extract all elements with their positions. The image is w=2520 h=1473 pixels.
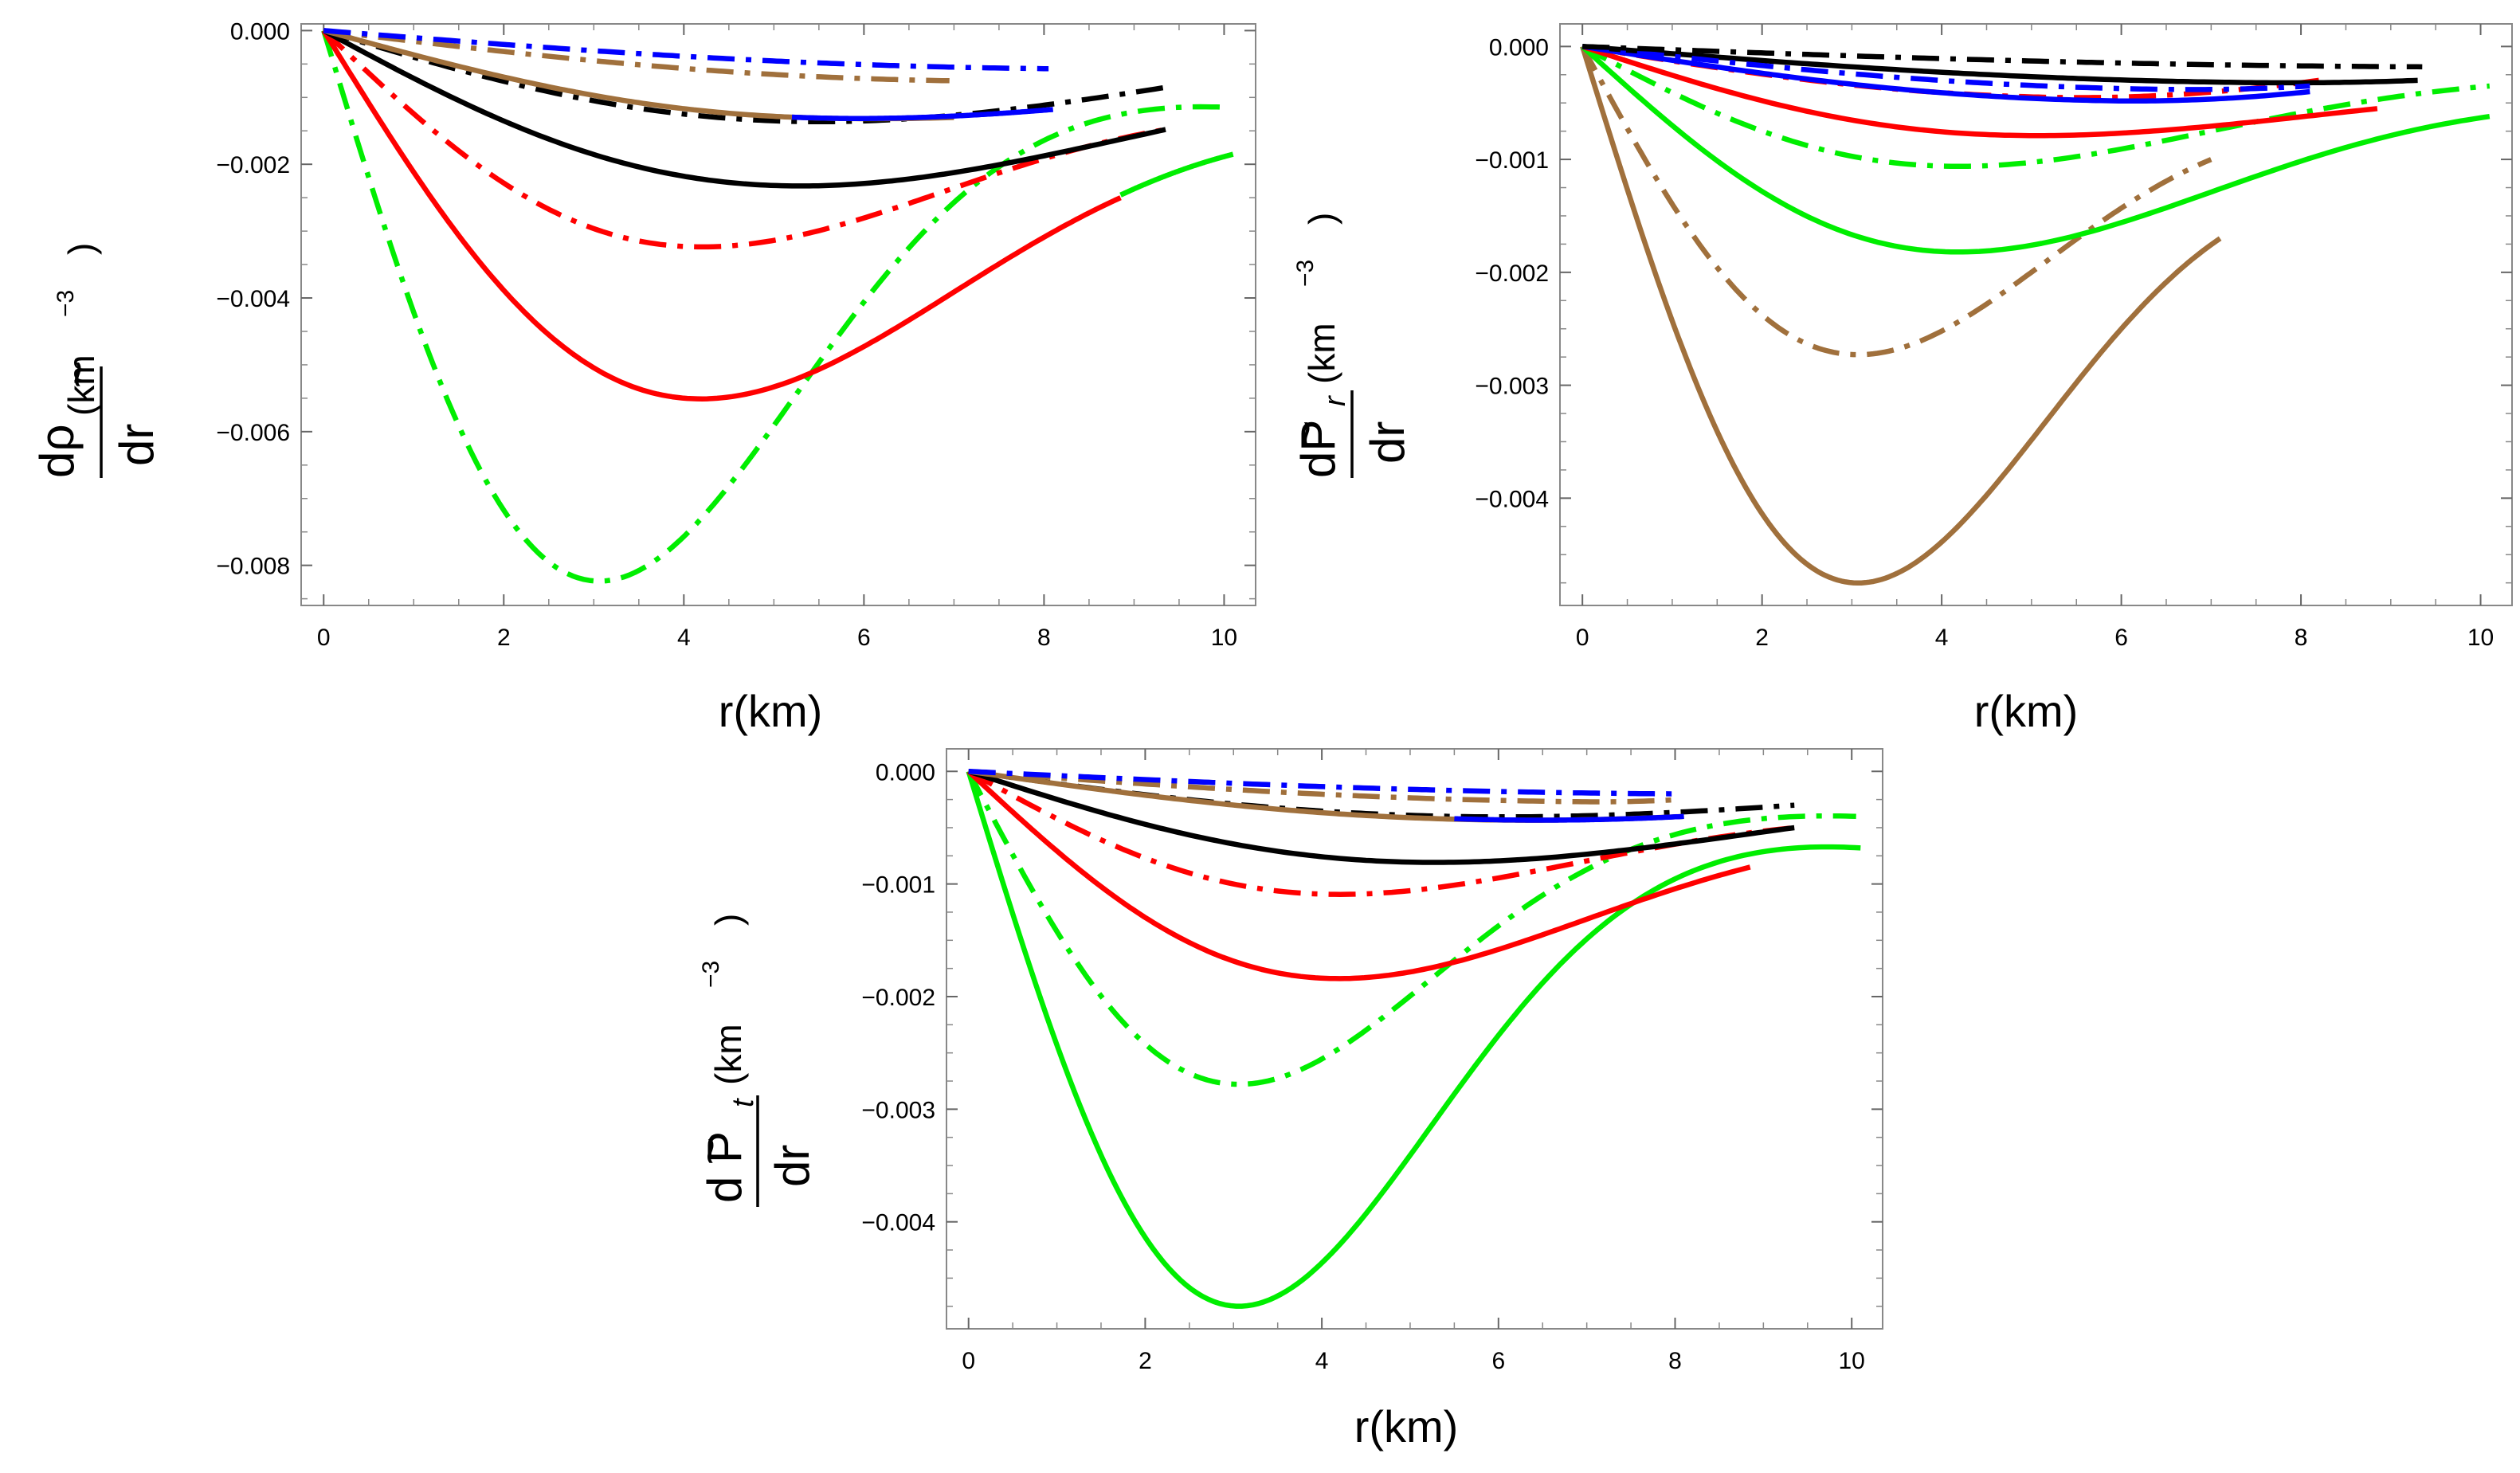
x-tick-label: 0 — [317, 625, 331, 651]
x-tick-label: 4 — [1935, 625, 1949, 651]
series-red-solid — [1581, 44, 2378, 139]
series-blue-solid — [1581, 44, 2310, 104]
panel-2-x-label: r(km) — [1974, 686, 2079, 736]
panel-2-ylabel-denominator: dr — [1361, 421, 1414, 464]
x-tick-label: 4 — [1315, 1348, 1329, 1374]
panel-1-ylabel-close: ) — [61, 243, 102, 255]
series-green-dashdot — [966, 770, 1856, 1087]
series-green-solid — [1581, 44, 2491, 255]
series-blue-dashdot — [323, 28, 1049, 72]
x-tick-label: 4 — [677, 625, 691, 651]
y-tick-label: 0.000 — [1489, 34, 1549, 61]
y-tick-label: −0.003 — [1475, 374, 1549, 400]
series-black-solid — [967, 769, 1795, 865]
x-tick-label: 8 — [1037, 625, 1051, 651]
x-tick-label: 6 — [2114, 625, 2128, 651]
panel-3-y-label: d P ~ t (km −3 ) dr — [684, 914, 819, 1207]
x-tick-label: 6 — [857, 625, 871, 651]
y-tick-label: −0.002 — [1475, 261, 1549, 287]
panel-3-frame — [946, 748, 1883, 1330]
y-tick-label: −0.003 — [861, 1097, 935, 1123]
panel-2-ylabel-close: ) — [1301, 213, 1342, 225]
panel-2-ylabel-exponent: −3 — [1292, 260, 1319, 287]
panel-1: 0 2 4 6 8 10 0.000 −0.002 −0.004 −0.006 −0.008 — [216, 18, 1256, 651]
series-black-solid — [322, 28, 1166, 189]
y-tick-label: 0.000 — [876, 759, 935, 785]
y-tick-label: −0.008 — [216, 554, 290, 580]
series-brown-dashdot — [1580, 45, 2212, 358]
series-green-solid — [1119, 151, 1236, 198]
y-tick-label: −0.002 — [861, 985, 935, 1011]
panel-2-ylabel-numerator: dP — [1291, 420, 1345, 478]
x-tick-label: 10 — [1839, 1348, 1865, 1374]
panel-3-ylabel-numerator: d P — [698, 1131, 751, 1203]
y-tick-label: −0.004 — [861, 1210, 935, 1236]
panel-3-ylabel-unit: (km — [707, 1024, 749, 1085]
y-tick-label: −0.002 — [216, 152, 290, 178]
x-tick-label: 6 — [1491, 1348, 1505, 1374]
panel-1-y-label: dρ ~ (km −3 ) dr — [30, 243, 163, 478]
series-green-dashdot — [1581, 44, 2491, 170]
y-tick-label: −0.006 — [216, 420, 290, 446]
series-brown-solid — [1580, 45, 2222, 586]
x-tick-label: 2 — [1139, 1348, 1152, 1374]
x-tick-label: 2 — [1755, 625, 1769, 651]
panel-1-ylabel-exponent: −3 — [53, 290, 79, 317]
series-red-solid — [966, 769, 1751, 981]
series-blue-dashdot — [968, 769, 1679, 797]
series-green-solid — [966, 770, 1861, 1309]
panel-1-ylabel-numerator: dρ — [30, 425, 84, 479]
y-tick-label: −0.004 — [1475, 486, 1549, 512]
x-tick-label: 10 — [1211, 625, 1237, 651]
series-blue-solid — [1452, 813, 1686, 823]
y-tick-label: 0.000 — [230, 18, 290, 45]
panel-1-ylabel-denominator: dr — [110, 424, 163, 466]
panel-3-ylabel-close: ) — [707, 914, 749, 926]
series-brown-dashdot — [968, 769, 1680, 805]
series-red-solid — [321, 29, 1122, 402]
panel-1-x-label: r(km) — [719, 686, 823, 736]
panel-3-x-label: r(km) — [1354, 1401, 1459, 1451]
panel-3-ylabel-subscript: t — [727, 1098, 760, 1107]
panel-2-y-label: dP ~ r (km −3 ) dr — [1280, 213, 1414, 478]
series-black-solid — [1581, 44, 2418, 86]
series-brown-dashdot — [323, 28, 950, 84]
series-black-dashdot — [1582, 44, 2423, 70]
panel-1-frame — [300, 23, 1256, 606]
panel-1-ylabel-unit: (km — [61, 355, 102, 416]
x-tick-label: 0 — [962, 1348, 975, 1374]
x-tick-label: 2 — [497, 625, 511, 651]
x-tick-label: 10 — [2467, 625, 2494, 651]
x-tick-label: 8 — [1668, 1348, 1682, 1374]
panel-2-frame — [1559, 23, 2513, 606]
panel-3-ylabel-exponent: −3 — [698, 961, 724, 988]
panel-3: 0 2 4 6 8 10 0.000 −0.001 −0.002 −0.003 −0.004 — [861, 748, 1883, 1374]
panel-2-ylabel-subscript: r — [1319, 395, 1352, 406]
series-green-dashdot — [321, 29, 1229, 584]
panel-2: 0 2 4 6 8 10 0.000 −0.001 −0.002 −0.003 −0.004 — [1475, 23, 2513, 651]
panel-3-ylabel-tilde: ~ — [684, 1137, 737, 1165]
series-blue-solid — [790, 107, 1054, 121]
x-tick-label: 8 — [2295, 625, 2308, 651]
y-tick-label: −0.001 — [861, 872, 935, 899]
panel-2-ylabel-tilde: ~ — [1280, 420, 1333, 448]
series-red-dashdot — [322, 29, 1166, 250]
x-tick-label: 0 — [1576, 625, 1589, 651]
y-tick-label: −0.004 — [216, 286, 290, 312]
panel-2-ylabel-unit: (km — [1301, 323, 1342, 384]
plots-layer: 0 2 4 6 8 10 0.000 −0.002 −0.004 −0.006 −0.008 0 2 4 6… — [216, 18, 2513, 1374]
panel-1-ylabel-tilde: ~ — [51, 360, 104, 388]
series-blue-dashdot — [1581, 44, 2310, 92]
panel-3-ylabel-denominator: dr — [766, 1145, 819, 1187]
y-tick-label: −0.001 — [1475, 147, 1549, 174]
